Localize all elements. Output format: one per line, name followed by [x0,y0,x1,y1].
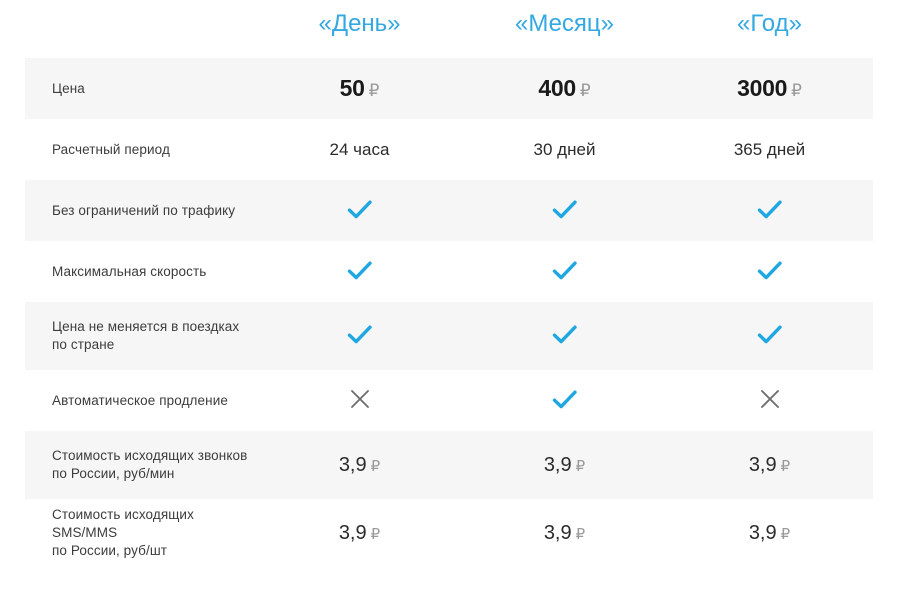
cell-calls-year: 3,9 ₽ [667,454,872,477]
cell-unlimited-month [462,197,667,225]
row-label-line1: Автоматическое продление [52,392,228,408]
currency-icon: ₽ [780,457,791,475]
check-icon [462,258,667,284]
cell-autorenew-month [462,387,667,415]
currency-icon: ₽ [370,457,381,475]
row-label-price-same-in-travel: Цена не меняется в поездках по стране [25,318,257,354]
cell-maxspeed-year [667,258,872,286]
rate-value: 3,9 [543,453,572,476]
period-value: 30 дней [533,140,596,159]
cell-maxspeed-month [462,258,667,286]
row-label-line1: Стоимость исходящих SMS/MMS [52,507,194,540]
cell-price-year: 3000 ₽ [667,75,872,102]
cell-period-year: 365 дней [667,139,872,160]
table-row: Цена 50 ₽ 400 ₽ 3000 ₽ [25,58,873,119]
row-label-line1: Стоимость исходящих звонков [52,448,248,463]
currency-icon: ₽ [368,81,380,100]
row-label-billing-period: Расчетный период [25,141,257,159]
rate-value: 3,9 [543,521,572,544]
price-value: 400 [538,75,576,101]
cell-autorenew-year [667,386,872,415]
check-icon [462,197,667,223]
row-label-auto-renewal: Автоматическое продление [25,392,257,410]
plan-header-year[interactable]: «Год» [737,10,802,37]
table-row: Расчетный период 24 часа 30 дней 365 дне… [25,119,873,180]
table-row: Без ограничений по трафику [25,180,873,241]
cell-unlimited-day [257,197,462,225]
cell-travel-year [667,322,872,350]
row-label-line1: Цена [52,80,85,96]
cell-calls-month: 3,9 ₽ [462,454,667,477]
rate-value: 3,9 [748,521,777,544]
currency-icon: ₽ [780,525,791,543]
cell-maxspeed-day [257,258,462,286]
cell-unlimited-year [667,197,872,225]
cell-sms-day: 3,9 ₽ [257,522,462,545]
price-value: 3000 [737,75,788,101]
row-label-line1: Без ограничений по трафику [52,202,236,218]
cross-icon [257,386,462,412]
row-label-outgoing-sms-cost: Стоимость исходящих SMS/MMS по России, р… [25,506,257,560]
table-row: Стоимость исходящих SMS/MMS по России, р… [25,499,873,567]
table-header-row: «День» «Месяц» «Год» [0,0,898,40]
price-value: 50 [339,75,365,101]
cell-travel-day [257,322,462,350]
currency-icon: ₽ [791,81,802,100]
cell-calls-day: 3,9 ₽ [257,454,462,477]
period-value: 365 дней [733,140,806,159]
row-label-outgoing-calls-cost: Стоимость исходящих звонков по России, р… [25,447,257,483]
rate-value: 3,9 [338,521,367,544]
row-label-line1: Максимальная скорость [52,263,207,279]
check-icon [462,322,667,348]
row-label-unlimited-traffic: Без ограничений по трафику [25,202,257,220]
row-label-max-speed: Максимальная скорость [25,263,257,281]
check-icon [257,197,462,223]
cross-icon [667,386,872,412]
table-row: Максимальная скорость [25,241,873,302]
cell-price-day: 50 ₽ [257,75,462,102]
check-icon [257,322,462,348]
cell-sms-month: 3,9 ₽ [462,522,667,545]
row-label-line1: Цена не меняется в поездках [52,319,240,334]
check-icon [667,322,872,348]
table-row: Цена не меняется в поездках по стране [25,302,873,370]
currency-icon: ₽ [370,525,381,543]
check-icon [667,197,872,223]
cell-travel-month [462,322,667,350]
period-value: 24 часа [329,140,390,159]
table-body: Цена 50 ₽ 400 ₽ 3000 ₽ Расчетный период 24 … [25,58,873,567]
check-icon [667,258,872,284]
check-icon [462,387,667,413]
row-label-line2: по России, руб/мин [52,466,175,481]
rate-value: 3,9 [748,453,777,476]
cell-sms-year: 3,9 ₽ [667,522,872,545]
rate-value: 3,9 [338,453,367,476]
check-icon [257,258,462,284]
currency-icon: ₽ [575,457,586,475]
plan-header-day[interactable]: «День» [318,10,401,37]
cell-price-month: 400 ₽ [462,75,667,102]
row-label-price: Цена [25,80,257,98]
currency-icon: ₽ [575,525,586,543]
table-row: Автоматическое продление [25,370,873,431]
cell-period-month: 30 дней [462,139,667,160]
cell-autorenew-day [257,386,462,415]
row-label-line1: Расчетный период [52,141,170,157]
cell-period-day: 24 часа [257,139,462,160]
table-row: Стоимость исходящих звонков по России, р… [25,431,873,499]
currency-icon: ₽ [579,81,591,100]
plan-header-month[interactable]: «Месяц» [514,10,615,37]
row-label-line2: по России, руб/шт [52,543,168,558]
row-label-line2: по стране [52,337,115,352]
